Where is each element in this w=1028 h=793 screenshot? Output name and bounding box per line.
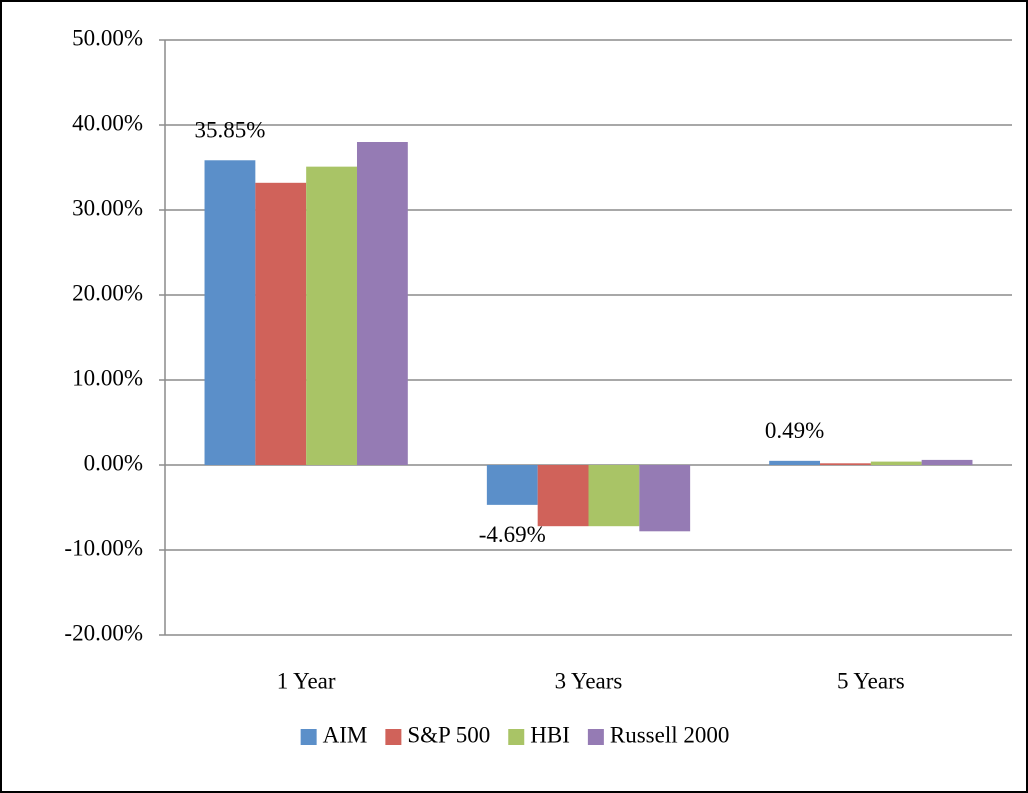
legend-label: Russell 2000 bbox=[610, 722, 729, 747]
bar bbox=[769, 460, 821, 465]
y-tick-label: 20.00% bbox=[72, 280, 143, 305]
y-tick-label: 50.00% bbox=[72, 25, 143, 50]
y-tick-label: -20.00% bbox=[64, 620, 143, 645]
bar bbox=[820, 463, 871, 465]
bar bbox=[537, 465, 589, 527]
x-tick-label: 1 Year bbox=[277, 668, 336, 693]
bar bbox=[639, 465, 691, 532]
legend-label: AIM bbox=[323, 722, 368, 747]
data-label: 35.85% bbox=[194, 118, 265, 143]
bar bbox=[255, 182, 307, 466]
x-tick-label: 5 Years bbox=[837, 668, 905, 693]
bar bbox=[870, 461, 922, 465]
legend-swatch bbox=[300, 729, 317, 745]
legend-label: S&P 500 bbox=[407, 722, 490, 747]
y-tick-label: 10.00% bbox=[72, 365, 143, 390]
legend-swatch bbox=[508, 729, 525, 745]
data-label: 0.49% bbox=[765, 418, 824, 443]
bar bbox=[486, 465, 538, 505]
legend-swatch bbox=[587, 729, 604, 745]
bar bbox=[306, 166, 357, 465]
bar bbox=[588, 465, 640, 527]
bar bbox=[356, 142, 408, 465]
y-tick-label: 0.00% bbox=[84, 450, 143, 475]
y-tick-label: 40.00% bbox=[72, 110, 143, 135]
y-tick-label: -10.00% bbox=[64, 535, 143, 560]
bar bbox=[204, 160, 256, 465]
bar bbox=[921, 459, 973, 465]
y-tick-label: 30.00% bbox=[72, 195, 143, 220]
data-label: -4.69% bbox=[479, 522, 546, 547]
x-tick-label: 3 Years bbox=[555, 668, 623, 693]
legend-swatch bbox=[385, 729, 402, 745]
legend-label: HBI bbox=[530, 722, 570, 747]
